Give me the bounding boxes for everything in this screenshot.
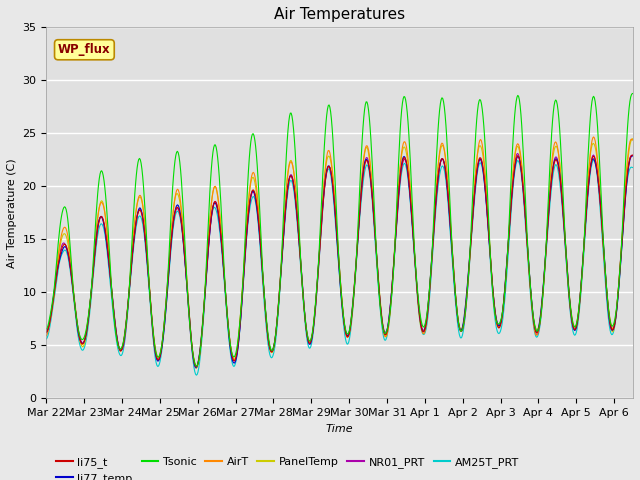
X-axis label: Time: Time xyxy=(326,424,353,433)
Legend: li75_t, li77_temp, Tsonic, AirT, PanelTemp, NR01_PRT, AM25T_PRT: li75_t, li77_temp, Tsonic, AirT, PanelTe… xyxy=(52,452,524,480)
Title: Air Temperatures: Air Temperatures xyxy=(274,7,405,22)
Text: WP_flux: WP_flux xyxy=(58,43,111,56)
Y-axis label: Air Temperature (C): Air Temperature (C) xyxy=(7,158,17,268)
